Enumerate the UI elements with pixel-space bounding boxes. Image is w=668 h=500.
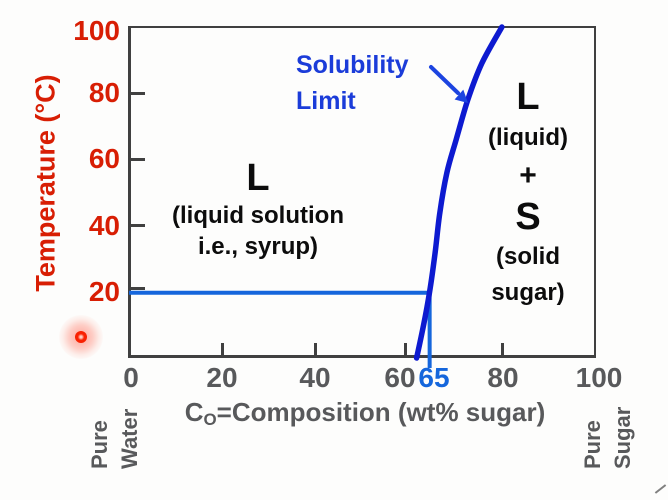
liquid-region-desc1: (liquid solution bbox=[172, 202, 344, 229]
y-tickmark-20 bbox=[130, 287, 145, 290]
x-tick-label-60: 60 bbox=[384, 362, 416, 393]
x-tick-label-65: 65 bbox=[418, 362, 450, 393]
x-tickmark-60 bbox=[404, 343, 407, 358]
x-axis-title-symbol: C bbox=[184, 397, 204, 427]
x-tick-label-20: 20 bbox=[206, 362, 238, 393]
plus-sign: + bbox=[519, 159, 537, 192]
two-phase-symbol-s: S bbox=[515, 196, 541, 238]
callout-line1: Solubility bbox=[296, 51, 409, 79]
pure-sugar-line1: Pure bbox=[580, 420, 605, 469]
pure-water-label: Pure Water bbox=[85, 379, 149, 469]
liquid-plus-solid-region-label: L (liquid) + S (solid sugar) bbox=[448, 75, 608, 311]
y-tick-label-20: 20 bbox=[88, 276, 120, 307]
x-tickmark-80 bbox=[501, 343, 504, 358]
two-phase-symbol-l: L bbox=[516, 76, 540, 118]
corner-mark bbox=[654, 484, 667, 494]
liquid-region-desc2: i.e., syrup) bbox=[197, 233, 319, 260]
pure-water-line2: Water bbox=[117, 408, 142, 469]
pure-water-line1: Pure bbox=[87, 420, 112, 469]
pure-sugar-label: Pure Sugar bbox=[578, 379, 642, 469]
y-tickmark-60 bbox=[130, 158, 145, 161]
liquid-region-label: L (liquid solution i.e., syrup) bbox=[148, 156, 368, 262]
x-tick-label-40: 40 bbox=[299, 362, 331, 393]
laser-pointer-dot bbox=[75, 331, 87, 343]
y-tickmark-80 bbox=[130, 92, 145, 95]
y-tick-label-40: 40 bbox=[88, 210, 120, 241]
x-axis-title-subscript: O bbox=[203, 410, 217, 430]
y-tickmark-40 bbox=[130, 224, 145, 227]
x-tick-label-0: 0 bbox=[123, 362, 139, 393]
x-tick-label-80: 80 bbox=[487, 362, 519, 393]
solubility-limit-callout: Solubility Limit bbox=[296, 47, 409, 119]
x-tickmark-20 bbox=[221, 343, 224, 358]
two-phase-desc-solid1: (solid bbox=[496, 243, 560, 270]
y-tick-label-80: 80 bbox=[88, 77, 120, 108]
y-tick-label-100: 100 bbox=[73, 15, 120, 46]
x-axis-title: CO=Composition (wt% sugar) bbox=[155, 397, 575, 435]
two-phase-desc-liquid: (liquid) bbox=[488, 124, 568, 151]
two-phase-desc-solid2: sugar) bbox=[491, 279, 565, 306]
x-tickmark-40 bbox=[314, 343, 317, 358]
pure-sugar-line2: Sugar bbox=[610, 406, 635, 469]
callout-line2: Limit bbox=[296, 87, 356, 115]
liquid-region-symbol: L bbox=[246, 157, 270, 199]
plot-area bbox=[128, 26, 596, 358]
y-tick-label-60: 60 bbox=[88, 143, 120, 174]
x-axis-title-rest: =Composition (wt% sugar) bbox=[216, 397, 546, 427]
x-tick-label-100: 100 bbox=[575, 362, 623, 393]
